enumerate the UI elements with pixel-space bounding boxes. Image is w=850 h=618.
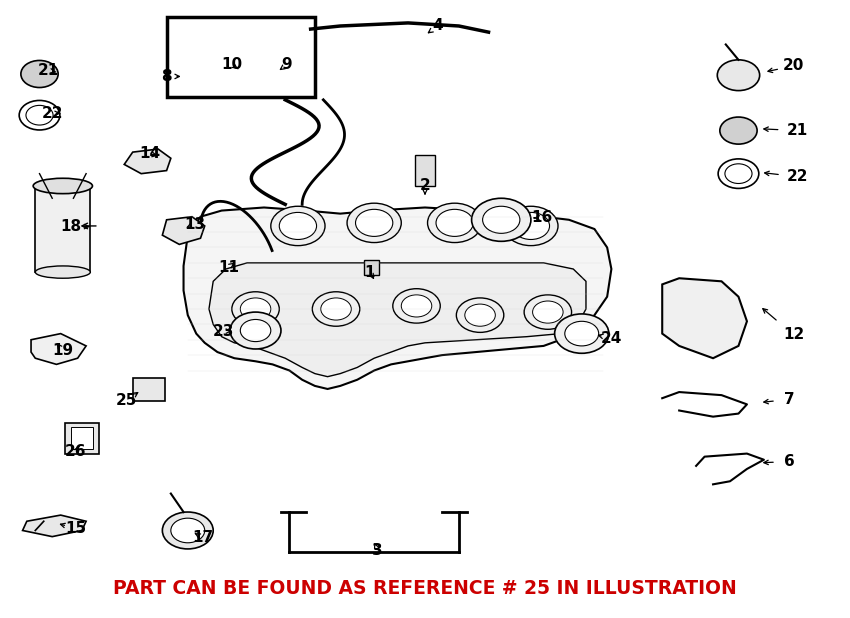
Circle shape bbox=[355, 210, 393, 237]
Bar bbox=[167, 17, 314, 97]
Bar bbox=[65, 423, 99, 454]
Polygon shape bbox=[162, 217, 205, 244]
Text: 20: 20 bbox=[783, 59, 804, 74]
Text: 7: 7 bbox=[784, 392, 795, 407]
Polygon shape bbox=[23, 515, 86, 536]
Text: 22: 22 bbox=[42, 106, 63, 121]
Circle shape bbox=[465, 304, 496, 326]
Text: 10: 10 bbox=[221, 57, 242, 72]
Text: 21: 21 bbox=[37, 63, 59, 78]
Circle shape bbox=[280, 213, 316, 240]
Circle shape bbox=[320, 298, 351, 320]
Circle shape bbox=[456, 298, 504, 332]
Circle shape bbox=[162, 512, 213, 549]
Circle shape bbox=[401, 295, 432, 317]
Circle shape bbox=[347, 203, 401, 242]
Bar bbox=[415, 155, 435, 186]
Circle shape bbox=[483, 206, 520, 234]
Bar bbox=[36, 186, 90, 272]
Text: 24: 24 bbox=[601, 331, 622, 346]
Circle shape bbox=[436, 210, 473, 237]
Text: 23: 23 bbox=[212, 324, 234, 339]
PathPatch shape bbox=[209, 263, 586, 377]
Text: 6: 6 bbox=[784, 454, 795, 469]
Text: 19: 19 bbox=[52, 344, 73, 358]
Text: 9: 9 bbox=[281, 57, 292, 72]
Text: 13: 13 bbox=[184, 216, 205, 232]
Bar bbox=[71, 427, 93, 449]
Circle shape bbox=[717, 60, 760, 91]
Text: 15: 15 bbox=[65, 521, 87, 536]
Circle shape bbox=[241, 298, 271, 320]
Text: 4: 4 bbox=[433, 19, 443, 33]
Polygon shape bbox=[31, 334, 86, 365]
Text: 25: 25 bbox=[116, 392, 138, 407]
Text: 1: 1 bbox=[365, 265, 375, 279]
Circle shape bbox=[513, 213, 550, 240]
Text: 22: 22 bbox=[787, 169, 808, 184]
Text: 2: 2 bbox=[420, 179, 430, 193]
Circle shape bbox=[230, 312, 281, 349]
Text: 17: 17 bbox=[192, 530, 213, 545]
Polygon shape bbox=[124, 149, 171, 174]
Circle shape bbox=[720, 117, 757, 144]
Text: 11: 11 bbox=[218, 260, 239, 274]
Circle shape bbox=[555, 314, 609, 353]
Text: 8: 8 bbox=[162, 69, 172, 84]
Text: 16: 16 bbox=[531, 211, 552, 226]
Circle shape bbox=[533, 301, 563, 323]
Text: PART CAN BE FOUND AS REFERENCE # 25 IN ILLUSTRATION: PART CAN BE FOUND AS REFERENCE # 25 IN I… bbox=[113, 580, 737, 598]
Circle shape bbox=[564, 321, 598, 346]
Circle shape bbox=[171, 518, 205, 543]
Text: 3: 3 bbox=[372, 543, 382, 557]
Text: 26: 26 bbox=[65, 444, 87, 459]
Text: 12: 12 bbox=[783, 328, 804, 342]
Circle shape bbox=[428, 203, 482, 242]
Text: 21: 21 bbox=[787, 123, 808, 138]
Circle shape bbox=[524, 295, 571, 329]
Bar bbox=[364, 260, 379, 275]
Circle shape bbox=[20, 101, 60, 130]
Circle shape bbox=[725, 164, 752, 184]
Circle shape bbox=[393, 289, 440, 323]
Circle shape bbox=[312, 292, 360, 326]
PathPatch shape bbox=[184, 208, 611, 389]
Circle shape bbox=[271, 206, 325, 245]
Bar bbox=[133, 378, 165, 401]
Polygon shape bbox=[662, 278, 747, 358]
Ellipse shape bbox=[36, 266, 90, 278]
Circle shape bbox=[718, 159, 759, 188]
Circle shape bbox=[21, 61, 58, 88]
Text: 18: 18 bbox=[60, 219, 82, 234]
Circle shape bbox=[241, 320, 271, 342]
Ellipse shape bbox=[33, 178, 93, 193]
Circle shape bbox=[232, 292, 280, 326]
Circle shape bbox=[472, 198, 531, 241]
Text: 14: 14 bbox=[139, 146, 160, 161]
Circle shape bbox=[504, 206, 558, 245]
Circle shape bbox=[26, 105, 53, 125]
